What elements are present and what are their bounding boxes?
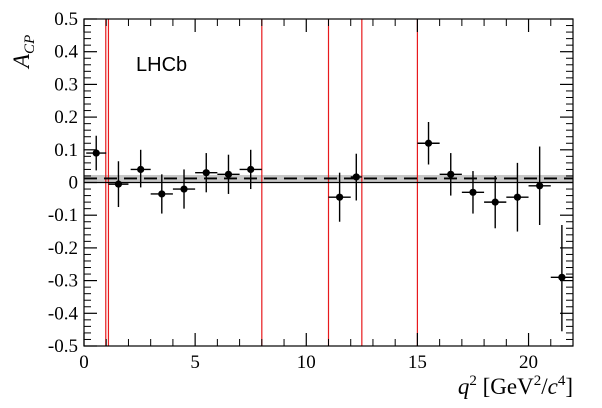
axis-ticks-layer: 0 5 10 15 20 -0.5 -0.4 -0.3 -0.2 -0.1 0 0.1 0.2 0.3 0.…: [48, 9, 574, 373]
marker-3: [158, 190, 166, 198]
y-axis-label-base: A: [9, 53, 34, 70]
marker-15: [536, 182, 544, 190]
marker-1: [114, 180, 123, 188]
data-point-1: [108, 161, 129, 208]
x-axis-label-open: [GeV: [477, 374, 534, 399]
y-tick-label-6: 0.1: [54, 140, 78, 161]
data-point-0: [86, 135, 107, 171]
x-tick-label-1: 5: [190, 352, 200, 373]
marker-5: [202, 169, 210, 177]
data-point-10: [417, 122, 440, 165]
marker-8: [336, 193, 344, 201]
marker-13: [491, 198, 499, 206]
x-tick-label-3: 15: [408, 352, 427, 373]
marker-16: [558, 273, 566, 281]
data-point-3: [150, 174, 173, 214]
bin-boundary-layer: [105, 19, 419, 346]
data-point-9: [350, 153, 362, 201]
data-points-layer: [86, 122, 573, 332]
y-tick-label-9: 0.4: [54, 42, 78, 63]
data-point-13: [484, 175, 507, 229]
x-axis-label-unit-sup: 2: [534, 373, 542, 389]
data-point-6: [217, 154, 240, 194]
x-axis-label-base: q: [458, 374, 470, 399]
marker-7: [247, 165, 255, 174]
y-tick-label-5: 0: [69, 173, 79, 194]
data-point-8: [328, 172, 351, 222]
y-tick-label-0: -0.5: [48, 336, 78, 357]
y-tick-label-8: 0.3: [54, 74, 78, 95]
x-axis-label-close: ]: [565, 374, 573, 399]
data-point-7: [239, 149, 262, 190]
y-tick-label-3: -0.2: [48, 238, 78, 259]
experiment-logo: LHCb: [136, 54, 187, 76]
marker-11: [447, 170, 455, 178]
x-axis-label-slash: /: [541, 374, 548, 399]
x-axis-label-c: c: [548, 374, 558, 399]
marker-10: [424, 139, 433, 147]
data-point-12: [461, 171, 485, 214]
data-point-11: [439, 153, 462, 196]
marker-12: [469, 188, 477, 196]
marker-9: [352, 173, 360, 181]
marker-6: [224, 170, 233, 178]
x-axis-label: q2 [GeV2/c4]: [458, 373, 573, 399]
y-tick-label-4: -0.1: [48, 205, 78, 226]
y-axis-label-subscript: CP: [22, 35, 38, 54]
data-point-2: [130, 149, 151, 188]
y-tick-label-1: -0.4: [48, 303, 79, 324]
x-tick-label-2: 10: [297, 352, 316, 373]
y-tick-label-10: 0.5: [54, 9, 78, 30]
data-point-5: [195, 153, 218, 193]
marker-4: [180, 185, 188, 193]
marker-2: [137, 165, 145, 174]
x-axis-label-sup: 2: [469, 373, 477, 389]
average-line-layer: [84, 177, 573, 184]
data-point-4: [172, 169, 196, 209]
y-axis-label: ACP: [9, 35, 38, 70]
y-tick-label-2: -0.3: [48, 271, 78, 292]
x-tick-label-0: 0: [79, 352, 89, 373]
marker-0: [92, 149, 100, 157]
data-point-14: [506, 162, 529, 232]
data-point-15: [528, 146, 551, 226]
x-axis-label-c-sup: 4: [558, 373, 566, 389]
x-tick-label-4: 20: [519, 352, 538, 373]
y-tick-label-7: 0.2: [54, 107, 78, 128]
marker-14: [513, 193, 522, 201]
